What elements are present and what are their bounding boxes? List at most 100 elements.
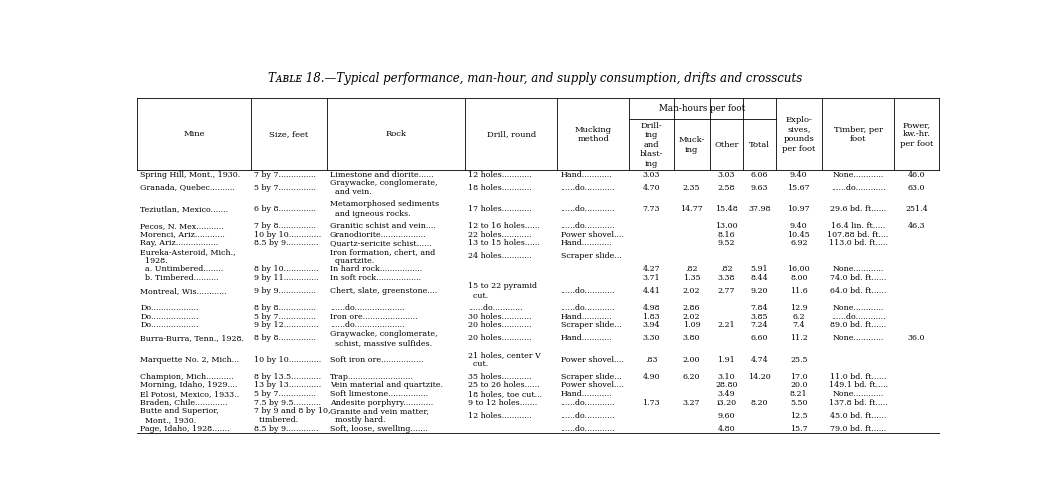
Text: 7.4: 7.4 (792, 321, 805, 329)
Text: 15.48: 15.48 (715, 205, 738, 213)
Text: 20.0: 20.0 (790, 381, 808, 389)
Text: 2.02: 2.02 (683, 312, 700, 320)
Text: Scraper slide...: Scraper slide... (560, 372, 622, 380)
Text: b. Timbered..........: b. Timbered.......... (140, 274, 219, 282)
Text: Soft, loose, swelling.......: Soft, loose, swelling....... (330, 425, 427, 433)
Text: 6 by 8...............: 6 by 8............... (254, 205, 316, 213)
Text: 4.41: 4.41 (643, 287, 660, 295)
Text: Granodiorite..................: Granodiorite.................. (330, 231, 426, 239)
Text: 15.67: 15.67 (788, 184, 810, 191)
Text: Man-hours per foot: Man-hours per foot (659, 105, 745, 114)
Text: 6.06: 6.06 (750, 171, 768, 179)
Text: Hand............: Hand............ (560, 171, 612, 179)
Text: Morenci, Ariz............: Morenci, Ariz............ (140, 231, 226, 239)
Text: 2.00: 2.00 (683, 356, 700, 364)
Text: i3.20: i3.20 (716, 399, 737, 407)
Text: Rock: Rock (386, 130, 407, 138)
Text: 22 holes............: 22 holes............ (468, 231, 532, 239)
Text: 4.74: 4.74 (750, 356, 768, 364)
Text: 18 holes............: 18 holes............ (468, 184, 532, 191)
Text: 74.0 bd. ft......: 74.0 bd. ft...... (830, 274, 886, 282)
Text: 17 holes............: 17 holes............ (468, 205, 532, 213)
Text: 7.24: 7.24 (750, 321, 768, 329)
Text: 9 by 9...............: 9 by 9............... (254, 287, 316, 295)
Text: Chert, slate, greenstone....: Chert, slate, greenstone.... (330, 287, 437, 295)
Text: Braden, Chile.............: Braden, Chile............. (140, 399, 228, 407)
Text: In hard rock.................: In hard rock................. (330, 265, 422, 273)
Text: Trap..........................: Trap.......................... (330, 372, 414, 380)
Text: 8.21: 8.21 (790, 390, 808, 398)
Text: 149.1 bd. ft.....: 149.1 bd. ft..... (829, 381, 887, 389)
Text: ......do............: ......do............ (560, 425, 616, 433)
Text: Montreal, Wis............: Montreal, Wis............ (140, 287, 227, 295)
Text: 2.86: 2.86 (683, 304, 700, 312)
Text: .82: .82 (686, 265, 698, 273)
Text: 113.0 bd. ft.....: 113.0 bd. ft..... (829, 239, 887, 247)
Text: 64.0 bd. ft......: 64.0 bd. ft...... (830, 287, 886, 295)
Text: 8 by 8...............: 8 by 8............... (254, 304, 316, 312)
Text: 4.90: 4.90 (643, 372, 660, 380)
Text: 9.52: 9.52 (718, 239, 735, 247)
Text: Marquette No. 2, Mich...: Marquette No. 2, Mich... (140, 356, 239, 364)
Text: 1.35: 1.35 (682, 274, 700, 282)
Text: Hand............: Hand............ (560, 239, 612, 247)
Text: Power shovel....: Power shovel.... (560, 231, 624, 239)
Text: 9.40: 9.40 (790, 171, 808, 179)
Text: 7 by 9 and 8 by 10,
  timbered.: 7 by 9 and 8 by 10, timbered. (254, 407, 330, 424)
Text: 6.20: 6.20 (683, 372, 700, 380)
Text: Metamorphosed sediments
  and igneous rocks.: Metamorphosed sediments and igneous rock… (330, 200, 439, 218)
Text: 9.20: 9.20 (750, 287, 768, 295)
Text: 1.09: 1.09 (682, 321, 700, 329)
Text: 3.85: 3.85 (750, 312, 768, 320)
Text: 9.40: 9.40 (790, 222, 808, 230)
Text: Teziutlan, Mexico.......: Teziutlan, Mexico....... (140, 205, 229, 213)
Text: 9.63: 9.63 (750, 184, 768, 191)
Text: 3.71: 3.71 (643, 274, 660, 282)
Text: 8.16: 8.16 (718, 231, 735, 239)
Text: 8.44: 8.44 (750, 274, 768, 282)
Text: Ray, Ariz.................: Ray, Ariz................. (140, 239, 218, 247)
Text: ......do............: ......do............ (560, 304, 616, 312)
Text: 46.3: 46.3 (908, 222, 926, 230)
Text: 3.38: 3.38 (718, 274, 735, 282)
Text: .83: .83 (645, 356, 657, 364)
Text: Morning, Idaho, 1929....: Morning, Idaho, 1929.... (140, 381, 237, 389)
Text: 4.70: 4.70 (643, 184, 660, 191)
Text: 251.4: 251.4 (905, 205, 928, 213)
Text: Butte and Superior,
  Mont., 1930.: Butte and Superior, Mont., 1930. (140, 407, 219, 424)
Text: 6.60: 6.60 (750, 334, 768, 342)
Text: 13 to 15 holes......: 13 to 15 holes...... (468, 239, 540, 247)
Text: 17.0: 17.0 (790, 372, 808, 380)
Text: 2.02: 2.02 (683, 287, 700, 295)
Text: 13 by 13.............: 13 by 13............. (254, 381, 321, 389)
Text: 11.0 bd. ft......: 11.0 bd. ft...... (830, 372, 886, 380)
Text: 16.00: 16.00 (788, 265, 810, 273)
Text: 25 to 26 holes......: 25 to 26 holes...... (468, 381, 540, 389)
Text: 21 holes, center V
  cut.: 21 holes, center V cut. (468, 351, 541, 368)
Text: 28.80: 28.80 (715, 381, 738, 389)
Text: 35 holes............: 35 holes............ (468, 372, 532, 380)
Text: 3.10: 3.10 (718, 372, 735, 380)
Text: 137.8 bd. ft.....: 137.8 bd. ft..... (829, 399, 887, 407)
Text: 3.49: 3.49 (718, 390, 735, 398)
Text: 7 by 8...............: 7 by 8............... (254, 222, 316, 230)
Text: 3.03: 3.03 (718, 171, 735, 179)
Text: Do...................: Do................... (140, 304, 199, 312)
Text: Mucking
method: Mucking method (575, 125, 611, 143)
Text: Timber, per
foot: Timber, per foot (834, 125, 883, 143)
Text: None............: None............ (833, 171, 884, 179)
Text: 7.5 by 9.5...........: 7.5 by 9.5........... (254, 399, 321, 407)
Text: 9 by 11..............: 9 by 11.............. (254, 274, 319, 282)
Text: Do...................: Do................... (140, 312, 199, 320)
Text: 1.83: 1.83 (643, 312, 660, 320)
Text: Power shovel....: Power shovel.... (560, 381, 624, 389)
Text: 24 holes............: 24 holes............ (468, 252, 532, 260)
Text: 7.73: 7.73 (643, 205, 660, 213)
Text: ......do............: ......do............ (560, 287, 616, 295)
Text: 3.03: 3.03 (643, 171, 660, 179)
Text: Granada, Quebec..........: Granada, Quebec.......... (140, 184, 235, 191)
Text: 3.27: 3.27 (683, 399, 700, 407)
Text: Do...................: Do................... (140, 321, 199, 329)
Text: ......do............: ......do............ (560, 399, 616, 407)
Text: 13.00: 13.00 (715, 222, 738, 230)
